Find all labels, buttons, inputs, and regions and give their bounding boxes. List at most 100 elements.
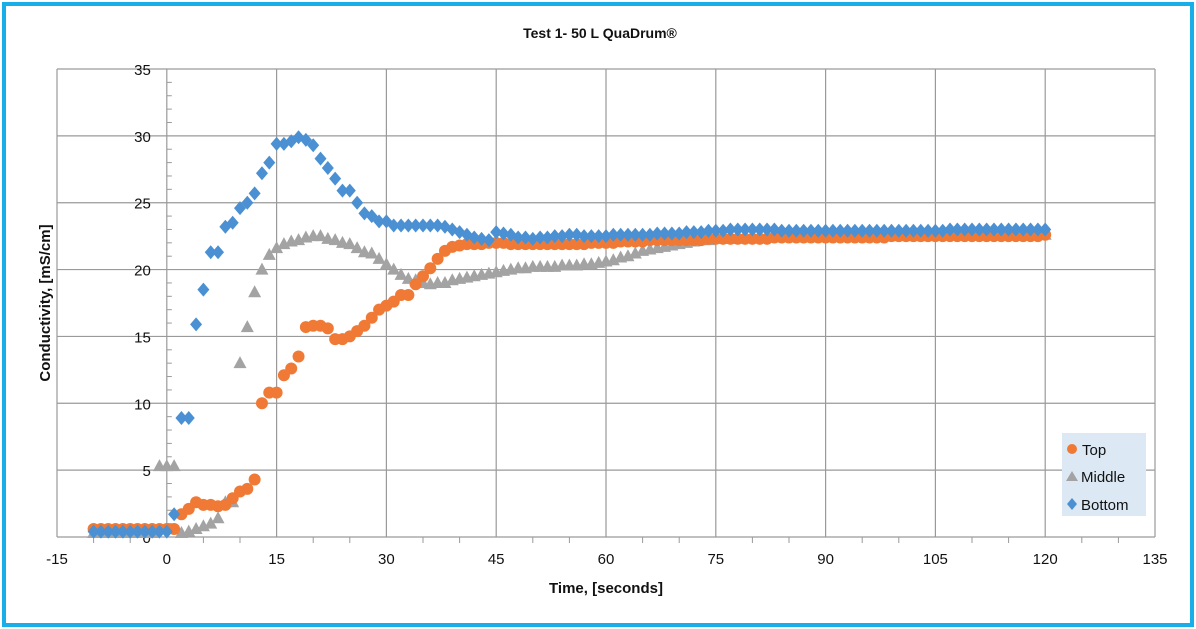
bottom-point [863, 223, 876, 238]
bottom-point [680, 225, 693, 240]
bottom-point [482, 233, 495, 248]
bottom-point [665, 226, 678, 241]
middle-point [167, 459, 181, 472]
x-tick-label: 45 [488, 551, 505, 568]
bottom-point [314, 151, 327, 166]
bottom-point [1031, 222, 1044, 237]
x-tick-label: -15 [46, 551, 68, 568]
bottom-point [168, 507, 181, 522]
bottom-point [834, 223, 847, 238]
middle-point [343, 237, 357, 250]
legend-diamond-icon [1067, 498, 1077, 510]
x-tick-label: 30 [378, 551, 395, 568]
x-tick-label: 135 [1142, 551, 1167, 568]
bottom-point [329, 171, 342, 186]
bottom-point [944, 222, 957, 237]
bottom-point [702, 223, 715, 238]
bottom-point [980, 222, 993, 237]
bottom-point [1017, 222, 1030, 237]
x-tick-label: 60 [598, 551, 615, 568]
middle-point [387, 262, 401, 275]
bottom-point [614, 227, 627, 242]
bottom-point [885, 223, 898, 238]
middle-point [204, 516, 218, 529]
bottom-point [592, 229, 605, 244]
top-point [431, 252, 444, 265]
y-tick-label: 20 [134, 263, 151, 280]
legend-circle-icon [1067, 444, 1077, 454]
top-point [321, 322, 334, 335]
bottom-point [116, 524, 129, 539]
bottom-point [182, 410, 195, 425]
legend-label-top: Top [1082, 442, 1106, 459]
bottom-point [343, 183, 356, 198]
y-tick-label: 35 [134, 62, 151, 79]
bottom-point [373, 214, 386, 229]
bottom-point [146, 524, 159, 539]
y-tick-label: 25 [134, 196, 151, 213]
bottom-point [1002, 222, 1015, 237]
bottom-point [490, 225, 503, 240]
bottom-point [87, 524, 100, 539]
bottom-point [724, 222, 737, 237]
grid [56, 68, 1156, 543]
x-tick-label: 15 [268, 551, 285, 568]
legend-triangle-icon [1066, 471, 1078, 481]
x-tick-label: 105 [923, 551, 948, 568]
legend: Top Middle Bottom [1062, 433, 1146, 516]
top-point [402, 288, 415, 301]
x-tick-label: 75 [707, 551, 724, 568]
bottom-point [907, 223, 920, 238]
bottom-point [497, 226, 510, 241]
bottom-point [929, 223, 942, 238]
bottom-point [563, 227, 576, 242]
middle-point [248, 285, 262, 298]
y-tick-label: 15 [134, 329, 151, 346]
bottom-point [870, 223, 883, 238]
bottom-point [607, 227, 620, 242]
bottom-point [936, 223, 949, 238]
x-axis-label: Time, [seconds] [549, 580, 663, 597]
bottom-point [526, 231, 539, 246]
bottom-point [197, 282, 210, 297]
bottom-point [687, 225, 700, 240]
bottom-point [695, 225, 708, 240]
bottom-point [878, 223, 891, 238]
bottom-point [819, 223, 832, 238]
top-point [285, 362, 298, 375]
bottom-point [570, 227, 583, 242]
middle-point [240, 320, 254, 333]
bottom-point [629, 227, 642, 242]
bottom-point [761, 222, 774, 237]
bottom-point [958, 222, 971, 237]
bottom-point [248, 186, 261, 201]
y-axis-label: Conductivity, [mS/cm] [37, 224, 54, 381]
y-tick-label: 10 [134, 396, 151, 413]
bottom-point [131, 524, 144, 539]
bottom-point [534, 230, 547, 245]
middle-point [350, 241, 364, 254]
bottom-point [900, 223, 913, 238]
bottom-point [475, 231, 488, 246]
bottom-point [548, 229, 561, 244]
middle-point [372, 251, 386, 264]
bottom-point [519, 230, 532, 245]
bottom-point [768, 222, 781, 237]
bottom-point [417, 218, 429, 233]
bottom-point [651, 226, 664, 241]
middle-point [394, 267, 408, 280]
bottom-point [109, 524, 122, 539]
bottom-point [424, 218, 437, 233]
middle-point [211, 511, 225, 524]
bottom-point [402, 218, 415, 233]
bottom-point [826, 223, 839, 238]
bottom-point [270, 136, 283, 151]
top-point [248, 473, 261, 486]
bottom-point [892, 223, 905, 238]
bottom-point [94, 524, 107, 539]
top-point [409, 278, 422, 291]
bottom-point [138, 524, 151, 539]
bottom-point [212, 245, 225, 260]
